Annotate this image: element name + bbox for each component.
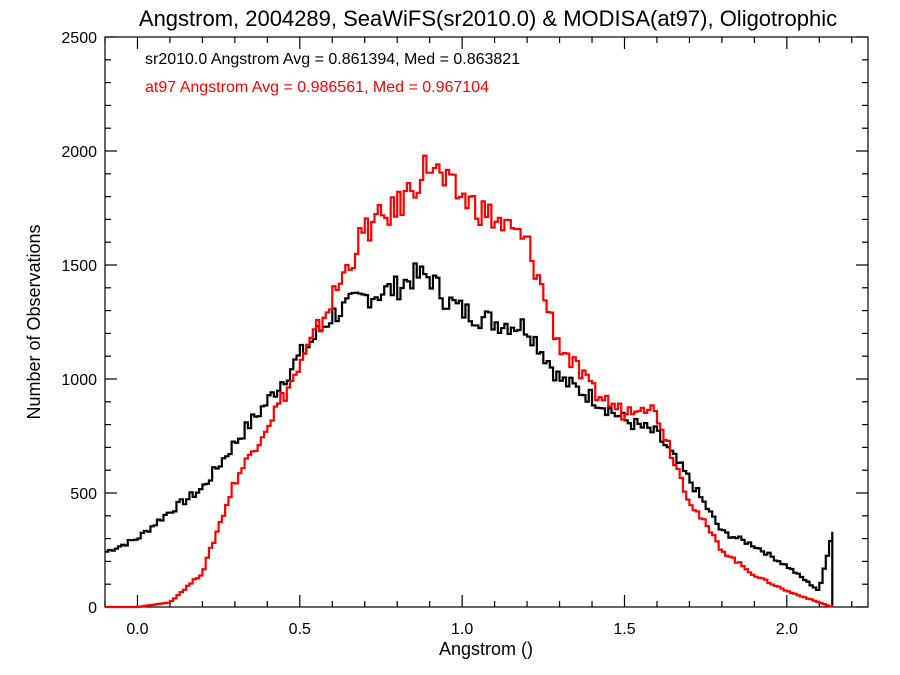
- x-tick-label: 1.5: [613, 621, 635, 638]
- legend-at97-stats: at97 Angstrom Avg = 0.986561, Med = 0.96…: [145, 79, 489, 96]
- chart-title: Angstrom, 2004289, SeaWiFS(sr2010.0) & M…: [139, 6, 837, 31]
- series-line-at97: [105, 154, 834, 609]
- y-axis-label: Number of Observations: [24, 224, 44, 419]
- x-tick-label: 1.0: [451, 621, 473, 638]
- plot-frame: [104, 36, 869, 608]
- y-tick-label: 500: [70, 486, 97, 503]
- x-axis-label: Angstrom (): [439, 639, 533, 659]
- y-tick-label: 1000: [61, 372, 97, 389]
- y-tick-labels: 0 500 1000 1500 2000 2500: [61, 30, 97, 617]
- y-tick-label: 2000: [61, 144, 97, 161]
- series-line-sr2010-0: [105, 262, 834, 607]
- y-tick-label: 1500: [61, 258, 97, 275]
- legend-sr2010-stats: sr2010.0 Angstrom Avg = 0.861394, Med = …: [145, 51, 520, 68]
- x-tick-label: 0.5: [289, 621, 311, 638]
- x-tick-label: 2.0: [776, 621, 798, 638]
- axis-ticks: [104, 36, 868, 608]
- y-tick-label: 2500: [61, 30, 97, 47]
- y-tick-label: 0: [88, 600, 97, 617]
- x-tick-label: 0.0: [126, 621, 148, 638]
- series-layer: [105, 154, 834, 609]
- x-tick-labels: 0.0 0.5 1.0 1.5 2.0: [126, 621, 798, 638]
